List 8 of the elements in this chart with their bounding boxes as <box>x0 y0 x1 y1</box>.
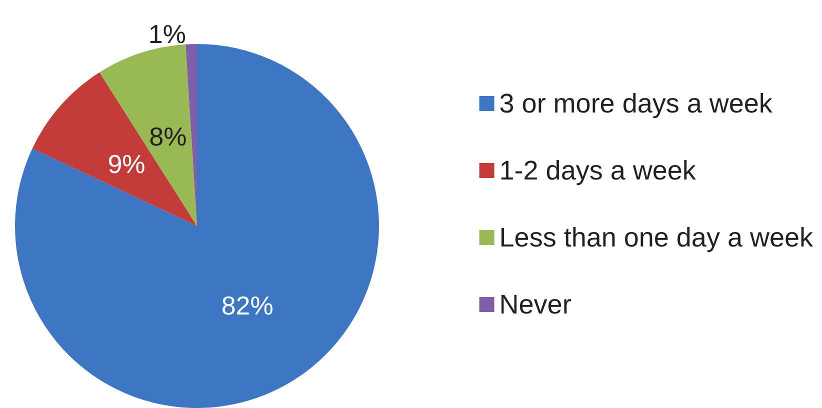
legend-label: Never <box>499 290 572 320</box>
data-label: 8% <box>149 122 187 152</box>
data-label: 82% <box>221 290 274 320</box>
data-label: 1% <box>148 19 186 50</box>
legend-label: Less than one day a week <box>499 222 814 252</box>
legend-label: 3 or more days a week <box>499 88 773 118</box>
data-label: 9% <box>108 148 146 179</box>
legend-label: 1-2 days a week <box>499 156 696 186</box>
